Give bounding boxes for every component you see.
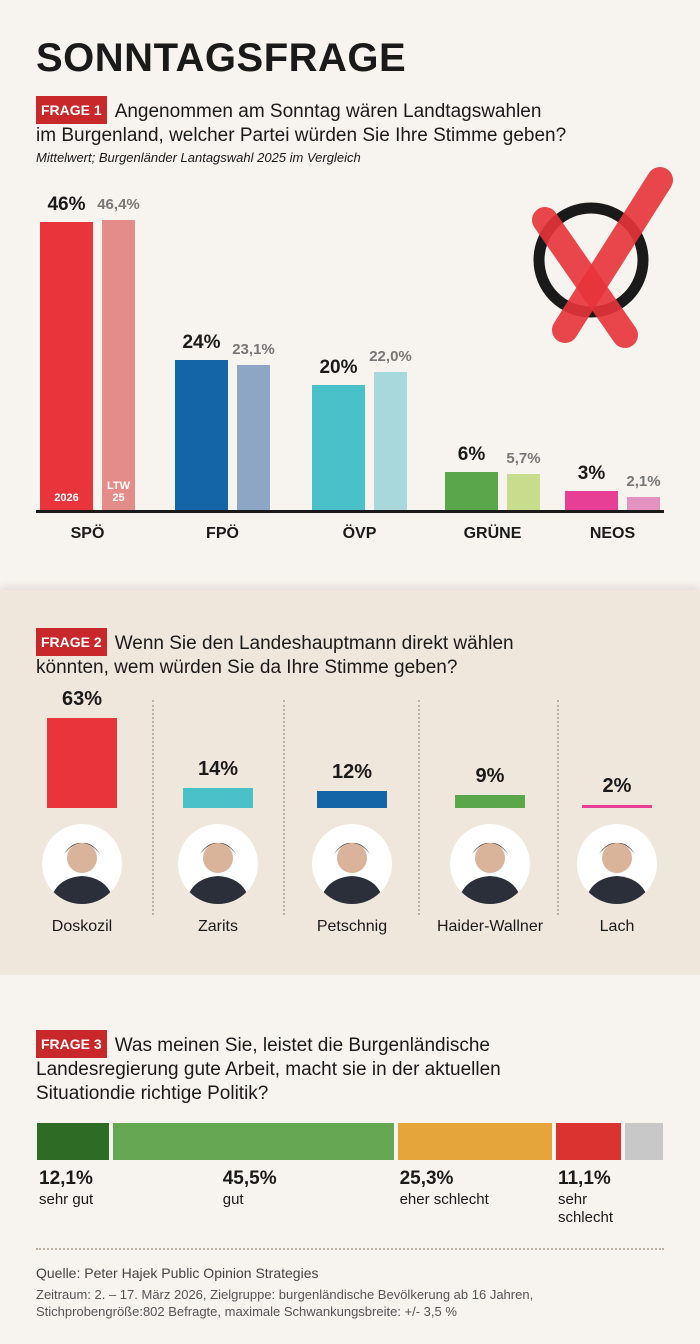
- source: Quelle: Peter Hajek Public Opinion Strat…: [36, 1265, 319, 1281]
- segment-eher-schlecht: [397, 1123, 552, 1160]
- question-3-line3: Situationdie richtige Politik?: [36, 1083, 269, 1104]
- bar-ltw25: LTW 25: [102, 219, 135, 510]
- bar-value-label: 46,4%: [97, 195, 140, 213]
- candidate-value-label: 14%: [197, 757, 239, 780]
- frage-2-tag: FRAGE 2: [36, 628, 107, 656]
- column-separator: [557, 700, 559, 915]
- footer-line-2: Stichprobengröße:802 Befragte, maximale …: [36, 1304, 457, 1319]
- frage-3-tag: FRAGE 3: [36, 1030, 107, 1058]
- section-frage-1: SONNTAGSFRAGE FRAGE 1 Angenommen am Sonnt…: [0, 0, 700, 590]
- bar-inner-label: 2026: [54, 491, 79, 504]
- page-title: SONNTAGSFRAGE: [36, 36, 407, 80]
- segment-category-label: schlecht: [557, 1209, 613, 1226]
- candidate-name: Zarits: [198, 918, 238, 935]
- segment-category-label: eher schlecht: [399, 1191, 489, 1208]
- bar-value-label: 3%: [577, 463, 606, 485]
- segment-value-label: 45,5%: [222, 1168, 277, 1189]
- bar-ltw25: [237, 365, 270, 510]
- column-separator: [152, 700, 154, 915]
- bar-2026: [445, 472, 498, 510]
- segment-value-label: 25,3%: [399, 1168, 454, 1189]
- bar-ltw25: [507, 474, 540, 510]
- candidate-value-label: 63%: [61, 687, 103, 710]
- question-3-line2: Landesregierung gute Arbeit, macht sie i…: [36, 1059, 501, 1080]
- bar-inner-label: LTW 25: [106, 479, 130, 504]
- bar-value-label: 24%: [182, 331, 221, 353]
- candidate-bar: [455, 795, 525, 808]
- candidate-photo: [450, 824, 530, 904]
- candidate-photo: [42, 824, 122, 904]
- party-label: ÖVP: [342, 525, 377, 542]
- candidate-name: Doskozil: [51, 918, 113, 935]
- segment-k-A-: [625, 1123, 663, 1160]
- question-1: FRAGE 1 Angenommen am Sonntag wären Landt…: [36, 96, 566, 148]
- segment-value-label: 12,1%: [39, 1168, 93, 1189]
- candidate-photo: [178, 824, 258, 904]
- segment-value-label: 11,1%: [557, 1168, 611, 1189]
- candidate-photo: [577, 824, 657, 904]
- ballot-cross-icon: [532, 167, 673, 348]
- question-2-line1: Wenn Sie den Landeshauptmann direkt wähl…: [114, 633, 514, 654]
- bar-value-label: 6%: [457, 444, 486, 466]
- party-label: FPÖ: [206, 525, 239, 542]
- candidate-bar: [317, 790, 387, 808]
- question-2-line2: könnten, wem würden Sie da Ihre Stimme g…: [36, 657, 458, 678]
- question-3-line1: Was meinen Sie, leistet die Burgenländis…: [114, 1035, 490, 1056]
- chart-baseline: [36, 510, 664, 513]
- bar-2026: 2026: [40, 222, 93, 510]
- party-label: NEOS: [589, 525, 636, 542]
- bar-2026: [312, 384, 365, 510]
- segment-category-label: sehr gut: [39, 1191, 94, 1208]
- segment-category-label: sehr: [557, 1191, 588, 1208]
- bar-2026: [175, 359, 228, 510]
- frage-1-tag: FRAGE 1: [36, 96, 107, 124]
- candidate-bar: [183, 787, 253, 808]
- segment-sehr-gut: [37, 1123, 109, 1160]
- bar-ltw25: [374, 372, 407, 510]
- question-2: FRAGE 2 Wenn Sie den Landeshauptmann dire…: [36, 628, 514, 680]
- candidate-name: Lach: [599, 918, 635, 935]
- candidate-value-label: 2%: [602, 775, 632, 798]
- candidate-name: Petschnig: [316, 918, 388, 935]
- candidate-bar: [47, 717, 117, 808]
- bar-value-label: 20%: [319, 356, 358, 378]
- candidate-bar: [582, 805, 652, 808]
- section-frage-2: FRAGE 2 Wenn Sie den Landeshauptmann dire…: [0, 590, 700, 975]
- candidate-value-label: 12%: [331, 760, 373, 783]
- bar-value-label: 23,1%: [232, 341, 275, 359]
- question-1-line1: Angenommen am Sonntag wären Landtagswahl…: [114, 101, 542, 122]
- segment-sehr-schlecht: [555, 1123, 622, 1160]
- column-separator: [418, 700, 420, 915]
- divider: [36, 1248, 664, 1250]
- candidate-name: Haider-Wallner: [436, 918, 544, 935]
- segment-category-label: gut: [222, 1191, 244, 1208]
- party-label: SPÖ: [70, 525, 105, 542]
- question-1-line2: im Burgenland, welcher Partei würden Sie…: [36, 125, 567, 146]
- bar-value-label: 46%: [47, 194, 86, 216]
- bar-2026: [565, 491, 618, 510]
- bar-ltw25: [627, 496, 660, 510]
- question-3: FRAGE 3 Was meinen Sie, leistet die Burge…: [36, 1030, 501, 1106]
- bar-value-label: 2,1%: [626, 472, 661, 490]
- footer-line-1: Zeitraum: 2. – 17. März 2026, Zielgruppe…: [36, 1287, 534, 1302]
- column-separator: [283, 700, 285, 915]
- segment-gut: [112, 1123, 394, 1160]
- bar-value-label: 22,0%: [369, 348, 412, 366]
- candidate-photo: [312, 824, 392, 904]
- party-label: GRÜNE: [463, 525, 522, 542]
- subtitle: Mittelwert; Burgenländer Lantagswahl 202…: [36, 150, 361, 165]
- section-frage-3: FRAGE 3 Was meinen Sie, leistet die Burge…: [0, 975, 700, 1344]
- candidate-value-label: 9%: [475, 765, 505, 788]
- bar-value-label: 5,7%: [506, 450, 541, 468]
